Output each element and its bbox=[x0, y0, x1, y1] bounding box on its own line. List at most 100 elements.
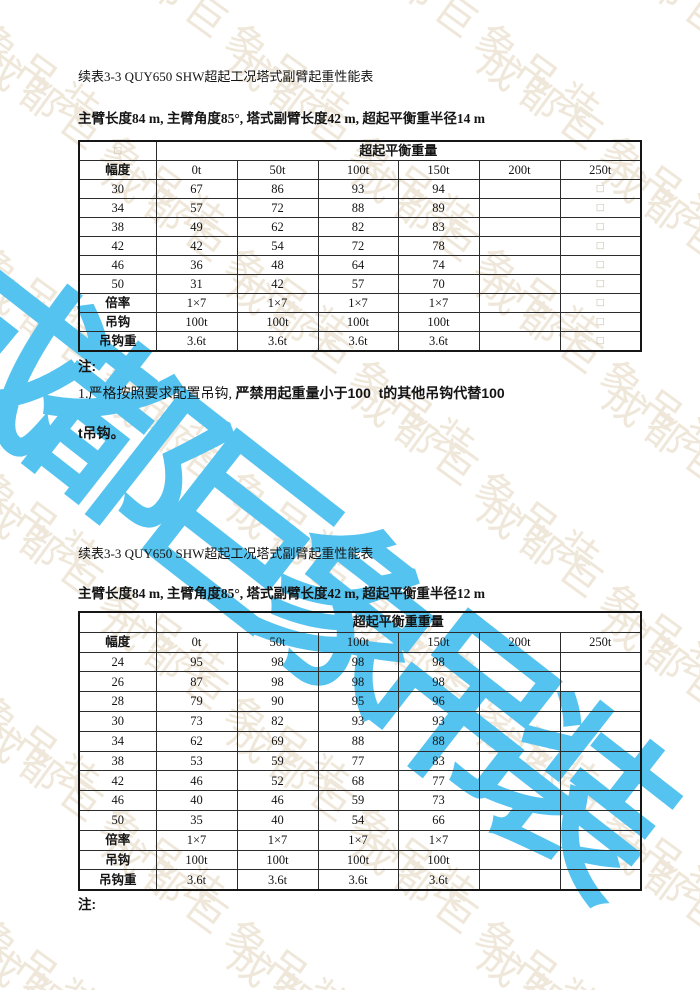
value-cell: 35 bbox=[155, 809, 238, 831]
value-cell: 3.6t bbox=[317, 869, 399, 891]
value-cell: 72 bbox=[317, 236, 399, 256]
value-cell: □ bbox=[559, 217, 642, 237]
table-row: 倍率 1×7 1×7 1×7 1×7 bbox=[78, 829, 642, 851]
value-cell: 67 bbox=[155, 179, 238, 199]
value-cell: □ bbox=[559, 293, 642, 313]
value-cell: 3.6t bbox=[155, 869, 238, 891]
value-cell: □ bbox=[559, 179, 642, 199]
value-cell: 100t bbox=[397, 312, 480, 332]
value-cell: 98 bbox=[317, 651, 399, 673]
value-cell bbox=[559, 710, 642, 732]
value-cell bbox=[559, 691, 642, 712]
value-cell: 54 bbox=[236, 236, 319, 256]
section1-table-wrapper: □ 超起平衡重量 幅度 0t 50t 100t 150t 200t 250t 3… bbox=[78, 140, 643, 352]
table-row: 吊钩重 3.6t 3.6t 3.6t 3.6t □ bbox=[78, 331, 642, 352]
value-cell: 69 bbox=[236, 730, 319, 752]
value-cell bbox=[478, 750, 561, 772]
value-cell: 100t bbox=[236, 849, 319, 871]
value-cell: 40 bbox=[155, 790, 238, 811]
value-cell: 100t bbox=[317, 312, 399, 332]
table-row: 吊钩 100t 100t 100t 100t □ bbox=[78, 312, 642, 332]
row-label-cell: 50 bbox=[78, 809, 157, 831]
value-cell bbox=[478, 274, 561, 294]
value-cell: 100t bbox=[155, 312, 238, 332]
value-cell: 70 bbox=[397, 274, 480, 294]
row-label-cell: 26 bbox=[78, 671, 157, 693]
value-cell: 59 bbox=[317, 790, 399, 811]
value-cell: 48 bbox=[236, 255, 319, 275]
row-label-cell: 46 bbox=[78, 790, 157, 811]
table-row: 吊钩 100t 100t 100t 100t bbox=[78, 849, 642, 871]
value-cell: 79 bbox=[155, 691, 238, 712]
section1-subtitle: 主臂长度84 m, 主臂角度85°, 塔式副臂长度42 m, 超起平衡重半径14… bbox=[78, 111, 486, 126]
value-cell: 78 bbox=[397, 236, 480, 256]
column-header: 50t bbox=[236, 160, 319, 180]
row-label-cell: 42 bbox=[78, 236, 157, 256]
value-cell bbox=[559, 809, 642, 831]
note-line-1-emphasis: 严禁用起重量小于100 t的其他吊钩代替100 bbox=[235, 385, 505, 401]
table-row: 吊钩重 3.6t 3.6t 3.6t 3.6t bbox=[78, 869, 642, 891]
value-cell: 100t bbox=[397, 849, 480, 871]
row-label-cell: 38 bbox=[78, 750, 157, 772]
value-cell: 3.6t bbox=[397, 331, 480, 352]
value-cell: 54 bbox=[317, 809, 399, 831]
group-header-cell: 超起平衡重重量 bbox=[155, 611, 642, 633]
value-cell: 98 bbox=[236, 651, 319, 673]
note-line-1-prefix: 1.严格按照要求配置吊钩, bbox=[78, 387, 236, 402]
value-cell bbox=[559, 651, 642, 673]
value-cell bbox=[478, 651, 561, 673]
value-cell bbox=[559, 869, 642, 891]
value-cell: 1×7 bbox=[397, 293, 480, 313]
value-cell: □ bbox=[559, 312, 642, 332]
value-cell: 100t bbox=[236, 312, 319, 332]
column-header: 50t bbox=[236, 631, 319, 653]
table-row: 34 62 69 88 88 bbox=[78, 730, 642, 752]
column-header-row: 幅度 0t 50t 100t 150t 200t 250t bbox=[78, 160, 642, 180]
value-cell bbox=[478, 691, 561, 712]
row-label-cell: 吊钩重 bbox=[78, 331, 157, 352]
column-header: 200t bbox=[478, 160, 561, 180]
table-row: 26 87 98 98 98 bbox=[78, 671, 642, 693]
row-label-cell: 46 bbox=[78, 255, 157, 275]
value-cell: 82 bbox=[317, 217, 399, 237]
value-cell: 62 bbox=[236, 217, 319, 237]
value-cell: 94 bbox=[397, 179, 480, 199]
value-cell: 98 bbox=[236, 671, 319, 693]
section2-title: 续表3-3 QUY650 SHW超起工况塔式副臂起重性能表 bbox=[78, 546, 374, 561]
value-cell: 52 bbox=[236, 770, 319, 792]
value-cell bbox=[559, 750, 642, 772]
value-cell: 62 bbox=[155, 730, 238, 752]
value-cell: 3.6t bbox=[397, 869, 480, 891]
group-header-row: □ 超起平衡重量 bbox=[78, 140, 642, 161]
value-cell: □ bbox=[559, 198, 642, 218]
capacity-table-2: 超起平衡重重量 幅度 0t 50t 100t 150t 200t 250t 24… bbox=[78, 611, 643, 892]
value-cell: 93 bbox=[317, 179, 399, 199]
section1-notes-label: 注: bbox=[78, 359, 96, 374]
value-cell: 1×7 bbox=[155, 293, 238, 313]
section1-note-line-1: 1.严格按照要求配置吊钩, 严禁用起重量小于100 t的其他吊钩代替100 bbox=[78, 383, 505, 403]
row-label-cell: 30 bbox=[78, 710, 157, 732]
value-cell: 93 bbox=[397, 710, 480, 732]
section1-title: 续表3-3 QUY650 SHW超起工况塔式副臂起重性能表 bbox=[78, 69, 374, 84]
table-row: 42 42 54 72 78 □ bbox=[78, 236, 642, 256]
value-cell bbox=[478, 293, 561, 313]
row-label-cell: 28 bbox=[78, 691, 157, 712]
value-cell: □ bbox=[559, 274, 642, 294]
value-cell: 1×7 bbox=[317, 293, 399, 313]
value-cell: 53 bbox=[155, 750, 238, 772]
value-cell bbox=[559, 790, 642, 811]
column-header: 150t bbox=[397, 160, 480, 180]
value-cell: 88 bbox=[317, 730, 399, 752]
row-label-cell: 42 bbox=[78, 770, 157, 792]
value-cell: 77 bbox=[317, 750, 399, 772]
value-cell: 57 bbox=[155, 198, 238, 218]
value-cell: 1×7 bbox=[397, 829, 480, 851]
row-label-cell: 吊钩 bbox=[78, 849, 157, 871]
value-cell: 86 bbox=[236, 179, 319, 199]
value-cell bbox=[478, 770, 561, 792]
value-cell: 100t bbox=[317, 849, 399, 871]
value-cell: 36 bbox=[155, 255, 238, 275]
column-header: 0t bbox=[155, 160, 238, 180]
